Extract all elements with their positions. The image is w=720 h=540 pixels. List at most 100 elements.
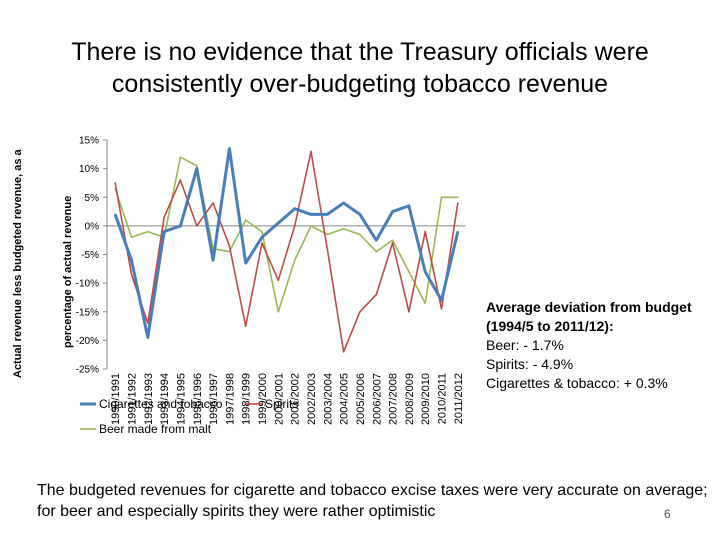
note-value: - 1.7% xyxy=(523,337,564,353)
note-value: - 4.9% xyxy=(532,356,574,372)
data-point xyxy=(424,230,427,233)
data-point xyxy=(163,216,165,219)
data-point xyxy=(342,351,345,353)
data-point xyxy=(261,242,263,244)
data-point xyxy=(375,293,378,296)
data-point xyxy=(408,270,410,273)
data-point xyxy=(310,150,312,153)
x-tick-label: 1995/1996 xyxy=(192,373,204,425)
data-point xyxy=(375,239,378,241)
data-point xyxy=(163,230,165,233)
x-tick-label: 2006/2007 xyxy=(371,373,383,425)
x-tick-label: 1998/1999 xyxy=(241,373,253,425)
x-tick-label: 2011/2012 xyxy=(453,373,465,424)
data-point xyxy=(130,273,133,276)
x-tick-label: 2005/2006 xyxy=(355,373,367,425)
y-tick-label: 10% xyxy=(79,164,99,175)
data-point xyxy=(342,227,345,230)
data-point xyxy=(228,147,231,150)
data-point xyxy=(244,262,247,264)
note-label: Beer: xyxy=(486,337,520,353)
note-value: + 0.3% xyxy=(623,375,668,391)
data-point xyxy=(440,196,443,199)
series-line-spirits xyxy=(114,150,459,353)
data-point xyxy=(228,245,231,247)
note-label: Cigarettes & tobacco: xyxy=(486,375,620,391)
data-point xyxy=(261,230,263,233)
data-point xyxy=(375,250,378,253)
x-tick-label: 2009/2010 xyxy=(420,373,432,425)
note-row-spirits: Spirits: - 4.9% xyxy=(486,355,716,374)
data-point xyxy=(293,207,296,210)
data-point xyxy=(146,336,149,339)
y-tick-label: -15% xyxy=(76,307,99,318)
x-tick-label: 2003/2004 xyxy=(322,373,334,425)
data-point xyxy=(146,230,149,233)
series-line-cigarettes-and-tobacco xyxy=(113,147,460,339)
title-line-1: There is no evidence that the Treasury o… xyxy=(71,38,649,66)
series-line-beer-made-from-malt xyxy=(114,156,458,313)
data-point xyxy=(326,213,329,216)
x-tick-label: 2002/2003 xyxy=(306,373,318,425)
note-heading: Average deviation from budget (1994/5 to… xyxy=(486,299,692,334)
data-point xyxy=(293,259,296,262)
data-point xyxy=(212,259,214,262)
data-point xyxy=(408,310,410,313)
data-point xyxy=(179,179,182,181)
data-point xyxy=(195,167,198,170)
y-tick-label: 0% xyxy=(85,221,100,232)
x-tick-label: 1993/1994 xyxy=(159,373,171,425)
data-point xyxy=(440,299,443,302)
x-tick-label: 2008/2009 xyxy=(404,373,416,425)
data-point xyxy=(424,270,427,273)
data-point xyxy=(391,242,394,244)
legend-label: Cigarettes and tobacco xyxy=(99,397,223,411)
data-point xyxy=(391,239,394,241)
data-point xyxy=(277,310,280,313)
data-point xyxy=(359,233,361,236)
x-tick-label: 1994/1995 xyxy=(175,373,187,425)
data-point xyxy=(146,322,149,325)
y-tick-label: -10% xyxy=(76,279,99,290)
legend-label: Spirits xyxy=(265,397,298,411)
data-point xyxy=(179,225,182,227)
page-number: 6 xyxy=(664,507,671,521)
data-point xyxy=(244,325,247,327)
data-point xyxy=(457,196,459,199)
y-tick-label: 5% xyxy=(85,193,100,204)
x-tick-label: 1996/1997 xyxy=(208,373,220,425)
data-point xyxy=(359,213,361,216)
y-tick-label: -20% xyxy=(76,336,99,347)
data-point xyxy=(310,225,312,227)
x-tick-label: 2007/2008 xyxy=(388,373,400,425)
x-tick-label: 2010/2011 xyxy=(437,373,449,424)
data-point xyxy=(359,310,361,313)
x-tick-label: 1992/1993 xyxy=(143,373,155,425)
data-point xyxy=(212,202,214,204)
footer-text: The budgeted revenues for cigarette and … xyxy=(37,482,708,520)
note-row-tobacco: Cigarettes & tobacco: + 0.3% xyxy=(486,374,716,393)
data-point xyxy=(244,219,247,221)
x-tick-label: 1999/2000 xyxy=(257,373,269,425)
x-tick-label: 1991/1992 xyxy=(126,373,138,425)
y-tick-label: -25% xyxy=(76,365,99,376)
data-point xyxy=(195,164,198,167)
data-point xyxy=(424,302,427,304)
data-point xyxy=(277,222,280,224)
data-point xyxy=(114,182,116,184)
data-point xyxy=(326,247,329,250)
data-point xyxy=(261,236,263,239)
slide-title: There is no evidence that the Treasury o… xyxy=(20,36,700,100)
data-point xyxy=(408,205,410,207)
average-deviation-note: Average deviation from budget (1994/5 to… xyxy=(486,298,716,393)
data-point xyxy=(114,213,116,216)
x-tick-label: 2001/2002 xyxy=(290,373,302,425)
data-point xyxy=(130,259,133,262)
data-point xyxy=(326,233,329,236)
x-tick-label: 1990/1991 xyxy=(110,373,122,425)
note-row-beer: Beer: - 1.7% xyxy=(486,336,716,355)
x-tick-label: 2004/2005 xyxy=(339,373,351,425)
data-point xyxy=(179,156,182,158)
data-point xyxy=(293,225,296,227)
